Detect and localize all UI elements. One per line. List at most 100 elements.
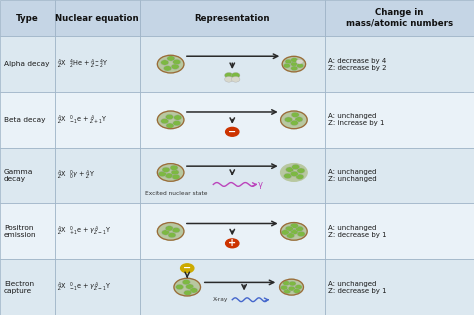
- Bar: [325, 203, 474, 259]
- Circle shape: [288, 286, 295, 291]
- Text: $^A_Z$X  $^0_0\gamma$ + $^A_Z$Y: $^A_Z$X $^0_0\gamma$ + $^A_Z$Y: [57, 169, 95, 182]
- Circle shape: [231, 77, 240, 82]
- Circle shape: [165, 173, 173, 178]
- Bar: [55, 92, 140, 148]
- Circle shape: [170, 165, 178, 170]
- Circle shape: [284, 173, 292, 179]
- Circle shape: [282, 56, 306, 72]
- Circle shape: [186, 284, 194, 289]
- Circle shape: [295, 226, 303, 232]
- Circle shape: [157, 222, 184, 240]
- Bar: [325, 36, 474, 92]
- Bar: [0, 203, 55, 259]
- Circle shape: [296, 59, 303, 64]
- Bar: [0, 0, 55, 36]
- Text: +: +: [228, 238, 237, 248]
- Circle shape: [172, 227, 180, 233]
- Bar: [140, 148, 325, 203]
- Circle shape: [296, 174, 304, 179]
- Bar: [55, 36, 140, 92]
- Text: Change in
mass/atomic numbers: Change in mass/atomic numbers: [346, 9, 453, 28]
- Circle shape: [184, 290, 191, 295]
- Circle shape: [291, 66, 298, 71]
- Circle shape: [176, 284, 183, 289]
- Text: Beta decay: Beta decay: [4, 117, 46, 123]
- Circle shape: [281, 111, 307, 129]
- Circle shape: [286, 167, 294, 172]
- Circle shape: [162, 230, 170, 235]
- Bar: [55, 0, 140, 36]
- Text: −: −: [183, 263, 191, 273]
- Bar: [55, 148, 140, 203]
- Bar: [325, 92, 474, 148]
- Text: Representation: Representation: [194, 14, 270, 23]
- Circle shape: [280, 279, 303, 295]
- Bar: [0, 259, 55, 315]
- Circle shape: [164, 66, 172, 71]
- Circle shape: [165, 114, 173, 120]
- Circle shape: [281, 230, 289, 235]
- Circle shape: [283, 289, 291, 294]
- Circle shape: [293, 289, 301, 293]
- Text: X-ray: X-ray: [213, 297, 228, 302]
- Bar: [140, 92, 325, 148]
- Circle shape: [291, 112, 299, 117]
- Text: $^A_Z$X  $^{\,0}_{+1}$e + $\gamma^{\,A}_{Z-1}$Y: $^A_Z$X $^{\,0}_{+1}$e + $\gamma^{\,A}_{…: [57, 225, 111, 238]
- Circle shape: [166, 123, 174, 128]
- Circle shape: [171, 64, 179, 69]
- Bar: [140, 36, 325, 92]
- Circle shape: [165, 226, 173, 231]
- Circle shape: [283, 281, 290, 285]
- Circle shape: [291, 58, 298, 62]
- Circle shape: [281, 285, 288, 290]
- Text: $^A_Z$X  $^{\,0}_{-1}$e + $^{\,A}_{Z+1}$Y: $^A_Z$X $^{\,0}_{-1}$e + $^{\,A}_{Z+1}$Y: [57, 113, 107, 127]
- Circle shape: [190, 288, 198, 293]
- Circle shape: [167, 56, 175, 61]
- Circle shape: [291, 229, 298, 234]
- Circle shape: [281, 222, 307, 240]
- Circle shape: [291, 62, 298, 66]
- Bar: [325, 259, 474, 315]
- Circle shape: [162, 167, 170, 172]
- Bar: [55, 259, 140, 315]
- Bar: [325, 0, 474, 36]
- Circle shape: [297, 63, 303, 68]
- Circle shape: [284, 117, 292, 122]
- Circle shape: [292, 164, 300, 170]
- Circle shape: [225, 77, 233, 82]
- Bar: [0, 36, 55, 92]
- Text: A: unchanged
Z: increase by 1: A: unchanged Z: increase by 1: [328, 113, 385, 126]
- Circle shape: [295, 285, 302, 289]
- Bar: [140, 259, 325, 315]
- Circle shape: [173, 120, 181, 126]
- Text: A: unchanged
Z: unchanged: A: unchanged Z: unchanged: [328, 169, 377, 182]
- Circle shape: [225, 72, 233, 78]
- Text: Electron
capture: Electron capture: [4, 281, 34, 294]
- Circle shape: [173, 59, 181, 65]
- Text: Gamma
decay: Gamma decay: [4, 169, 33, 182]
- Bar: [140, 0, 325, 36]
- Circle shape: [295, 117, 303, 122]
- Text: γ: γ: [258, 180, 264, 189]
- Bar: [325, 148, 474, 203]
- Bar: [55, 203, 140, 259]
- Text: Positron
emission: Positron emission: [4, 225, 36, 238]
- Circle shape: [158, 171, 166, 177]
- Text: $^A_Z$X  $^4_2$He + $^{A-4}_{Z-2}$Y: $^A_Z$X $^4_2$He + $^{A-4}_{Z-2}$Y: [57, 57, 109, 71]
- Text: Alpha decay: Alpha decay: [4, 61, 49, 67]
- Bar: [140, 203, 325, 259]
- Bar: [0, 92, 55, 148]
- Circle shape: [157, 111, 184, 129]
- Circle shape: [285, 59, 292, 64]
- Circle shape: [291, 223, 298, 228]
- Text: A: decrease by 4
Z: decrease by 2: A: decrease by 4 Z: decrease by 2: [328, 58, 387, 71]
- Circle shape: [289, 281, 296, 286]
- Text: $^A_Z$X  $^{\,0}_{-1}$e + $\gamma^{\,A}_{Z-1}$Y: $^A_Z$X $^{\,0}_{-1}$e + $\gamma^{\,A}_{…: [57, 280, 111, 294]
- Circle shape: [287, 233, 294, 238]
- Circle shape: [226, 127, 239, 136]
- Circle shape: [283, 63, 291, 68]
- Circle shape: [172, 174, 180, 180]
- Bar: [0, 148, 55, 203]
- Text: Type: Type: [16, 14, 38, 23]
- Circle shape: [168, 232, 176, 238]
